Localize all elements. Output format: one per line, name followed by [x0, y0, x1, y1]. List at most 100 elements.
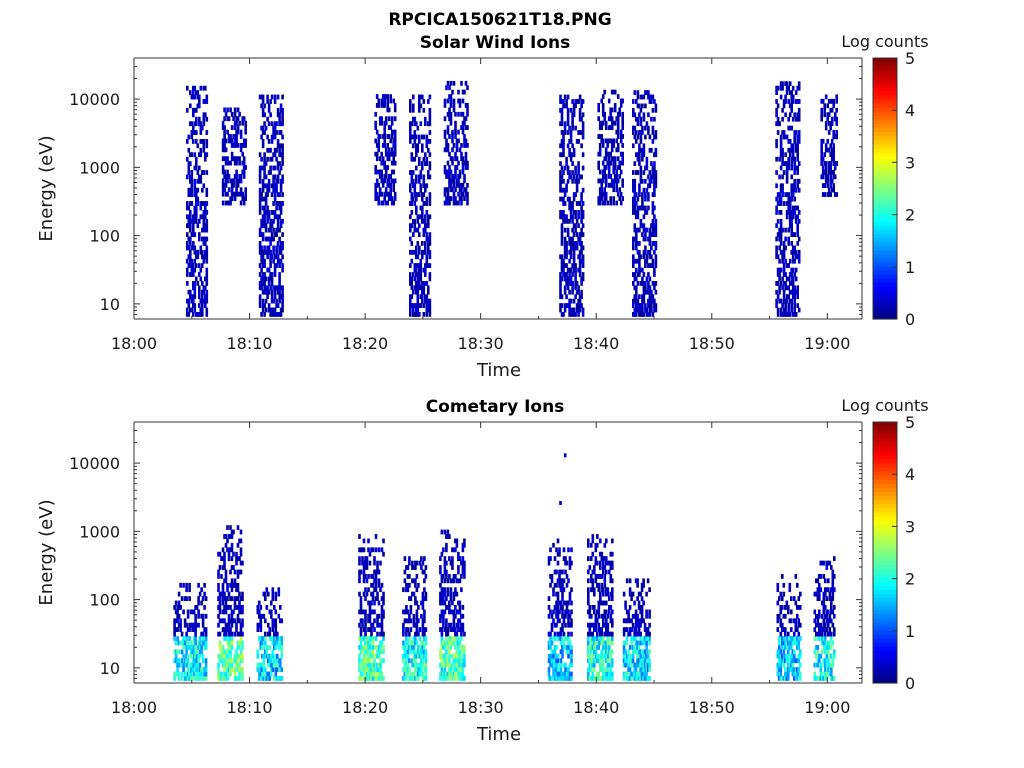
data-pixel	[204, 596, 208, 601]
data-pixel	[233, 138, 237, 144]
data-pixel	[405, 640, 408, 646]
data-pixel	[647, 272, 650, 277]
data-pixel	[779, 281, 783, 286]
data-pixel	[563, 272, 567, 277]
data-pixel	[428, 249, 432, 255]
data-pixel	[650, 289, 653, 295]
data-pixel	[425, 258, 429, 264]
data-pixel	[791, 289, 795, 295]
data-pixel	[242, 143, 246, 148]
data-pixel	[639, 134, 643, 140]
data-pixel	[232, 143, 235, 148]
data-pixel	[826, 183, 829, 188]
data-pixel	[373, 600, 376, 606]
data-pixel	[424, 294, 427, 300]
data-pixel	[193, 245, 197, 251]
data-pixel	[457, 662, 460, 668]
data-pixel	[650, 263, 653, 268]
data-pixel	[258, 152, 262, 158]
data-pixel	[424, 214, 427, 220]
data-pixel	[790, 161, 793, 166]
data-pixel	[445, 560, 448, 566]
data-pixel	[419, 183, 423, 189]
data-pixel	[555, 605, 558, 610]
data-pixel	[609, 649, 613, 655]
data-pixel	[577, 303, 580, 308]
data-pixel	[186, 298, 189, 304]
data-pixel	[566, 130, 570, 135]
data-pixel	[796, 214, 799, 220]
data-pixel	[201, 214, 204, 220]
data-pixel	[636, 249, 640, 255]
colorbar-segment	[873, 164, 897, 169]
data-pixel	[192, 303, 195, 308]
data-pixel	[588, 605, 592, 610]
data-pixel	[457, 111, 460, 117]
data-pixel	[616, 178, 620, 184]
data-pixel	[195, 653, 199, 659]
data-pixel	[648, 147, 652, 153]
data-pixel	[821, 183, 825, 188]
data-pixel	[445, 662, 448, 668]
data-pixel	[791, 99, 795, 104]
data-pixel	[630, 627, 633, 632]
data-pixel	[603, 187, 606, 193]
data-pixel	[235, 134, 238, 139]
data-pixel	[423, 649, 426, 655]
data-pixel	[547, 676, 551, 681]
data-pixel	[406, 645, 410, 650]
data-pixel	[654, 241, 658, 246]
data-pixel	[779, 218, 783, 224]
data-pixel	[782, 245, 786, 251]
data-pixel	[393, 116, 397, 122]
data-pixel	[235, 658, 238, 664]
data-pixel	[797, 81, 801, 87]
data-pixel	[405, 605, 408, 610]
data-pixel	[279, 249, 283, 255]
data-pixel	[409, 227, 412, 233]
data-pixel	[612, 182, 615, 188]
data-pixel	[636, 214, 640, 220]
x-tick-label: 18:00	[111, 334, 157, 353]
data-pixel	[374, 662, 378, 668]
data-pixel	[608, 645, 611, 650]
data-pixel	[371, 676, 375, 681]
data-pixel	[374, 151, 377, 157]
data-pixel	[600, 191, 603, 197]
data-pixel	[596, 653, 599, 659]
data-pixel	[572, 298, 576, 304]
data-pixel	[187, 187, 191, 193]
data-pixel	[202, 201, 206, 206]
data-pixel	[577, 165, 580, 171]
data-pixel	[358, 667, 361, 672]
data-pixel	[443, 529, 447, 535]
data-pixel	[601, 143, 605, 148]
data-pixel	[451, 547, 454, 553]
data-pixel	[362, 627, 366, 632]
data-pixel	[370, 649, 373, 655]
data-pixel	[604, 120, 608, 126]
data-pixel	[258, 662, 261, 668]
data-pixel	[270, 236, 274, 242]
data-pixel	[223, 143, 226, 148]
data-pixel	[550, 649, 554, 655]
data-pixel	[416, 307, 420, 313]
data-pixel	[187, 218, 191, 224]
data-burst	[547, 538, 573, 681]
data-pixel	[226, 653, 229, 659]
data-pixel	[568, 662, 572, 668]
data-pixel	[187, 263, 191, 268]
data-pixel	[192, 609, 196, 615]
data-pixel	[785, 312, 789, 317]
data-pixel	[575, 178, 579, 184]
data-pixel	[199, 178, 203, 184]
data-pixel	[647, 130, 650, 135]
data-pixel	[387, 134, 391, 139]
data-pixel	[365, 636, 369, 641]
data-pixel	[217, 605, 220, 610]
data-pixel	[191, 622, 194, 628]
data-pixel	[787, 205, 790, 211]
data-pixel	[609, 138, 612, 144]
data-pixel	[411, 671, 414, 677]
data-pixel	[204, 156, 207, 162]
